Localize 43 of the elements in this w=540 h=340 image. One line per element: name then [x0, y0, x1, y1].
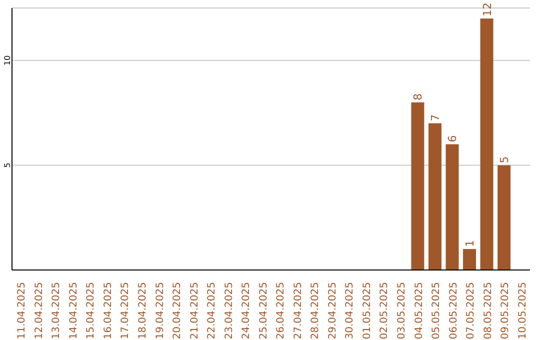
data-label: 6 [446, 135, 460, 142]
data-label: 12 [480, 2, 494, 16]
x-tick-label: 03.05.2025 [396, 282, 408, 340]
x-tick-label: 21.04.2025 [189, 282, 200, 340]
bar [428, 123, 442, 270]
bar [411, 102, 424, 270]
x-tick-label: 08.05.2025 [482, 282, 494, 340]
data-label: 5 [498, 156, 512, 164]
x-tick-label: 16.04.2025 [102, 282, 114, 340]
x-tick-label: 09.05.2025 [500, 282, 512, 340]
x-tick-label: 25.04.2025 [258, 282, 270, 340]
x-tick-label: 24.04.2025 [241, 282, 252, 340]
x-tick-label: 18.04.2025 [138, 282, 148, 340]
x-tick-label: 29.04.2025 [327, 282, 338, 340]
x-tick-label: 17.04.2025 [120, 282, 132, 340]
x-tick-label: 19.04.2025 [154, 282, 166, 340]
x-tick-label: 11.04.2025 [16, 282, 28, 340]
x-tick-label: 30.04.2025 [344, 282, 356, 340]
data-label: 1 [464, 240, 477, 248]
x-tick-label: 14.04.2025 [68, 282, 80, 340]
x-tick-label: 12.04.2025 [34, 282, 45, 340]
x-tick-label: 15.04.2025 [86, 282, 97, 340]
x-tick-label: 06.05.2025 [448, 282, 460, 340]
data-label: 8 [412, 93, 425, 100]
x-tick-label: 26.04.2025 [276, 282, 287, 340]
bar [480, 18, 494, 270]
x-tick-label: 02.05.2025 [379, 282, 390, 340]
x-tick-label: 28.04.2025 [310, 282, 322, 340]
y-tick-label: 10 [3, 55, 12, 66]
x-tick-label: 04.05.2025 [414, 282, 425, 340]
data-label: 7 [428, 114, 442, 122]
x-tick-label: 22.04.2025 [206, 282, 218, 340]
bar [446, 144, 459, 270]
bar [463, 249, 476, 270]
x-tick-label: 01.05.2025 [362, 282, 373, 340]
x-tick-label: 10.05.2025 [517, 282, 528, 340]
bar [498, 165, 511, 270]
x-tick-label: 07.05.2025 [466, 282, 477, 340]
x-tick-label: 13.04.2025 [51, 282, 62, 340]
x-tick-label: 20.04.2025 [172, 282, 184, 340]
x-tick-label: 23.04.2025 [224, 282, 235, 340]
x-tick-label: 05.05.2025 [431, 282, 442, 340]
x-tick-label: 27.04.2025 [292, 282, 304, 340]
